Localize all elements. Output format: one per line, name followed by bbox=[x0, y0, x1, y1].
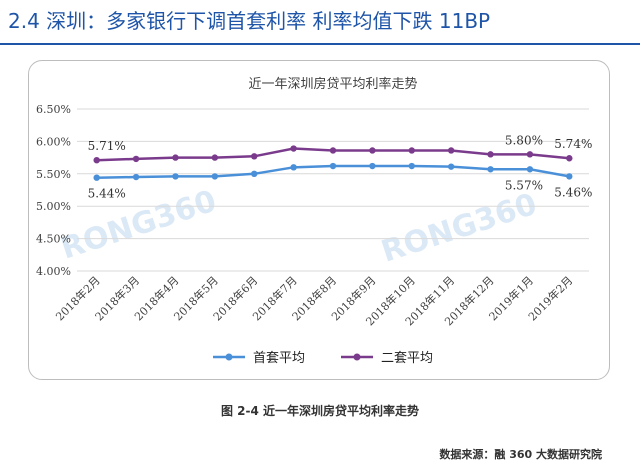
y-tick-label: 5.00% bbox=[36, 200, 71, 213]
data-point bbox=[93, 174, 100, 181]
y-tick-label: 5.50% bbox=[36, 168, 71, 181]
data-point bbox=[172, 173, 179, 180]
chart-title: 近一年深圳房贷平均利率走势 bbox=[248, 76, 417, 92]
data-label: 5.80% bbox=[505, 133, 543, 147]
data-label: 5.74% bbox=[554, 137, 592, 151]
data-source: 数据来源：融 360 大数据研究院 bbox=[439, 448, 602, 461]
figure-caption: 图 2-4 近一年深圳房贷平均利率走势 bbox=[220, 404, 420, 418]
legend-swatch-marker bbox=[353, 353, 361, 361]
data-label: 5.44% bbox=[88, 187, 126, 201]
data-point bbox=[447, 163, 455, 170]
chart-container: RONG360 RONG360 近一年深圳房贷平均利率走势 4.00% 4.50% 5.0… bbox=[28, 60, 610, 380]
data-point bbox=[487, 151, 494, 158]
data-point bbox=[526, 166, 534, 173]
y-tick-label: 4.50% bbox=[36, 233, 71, 246]
data-point bbox=[526, 151, 534, 158]
y-tick-label: 6.50% bbox=[36, 103, 71, 116]
data-point bbox=[369, 147, 376, 154]
data-point bbox=[566, 173, 573, 180]
data-point bbox=[487, 166, 494, 173]
heading-divider bbox=[0, 43, 640, 45]
data-point bbox=[211, 173, 219, 180]
line-chart: RONG360 RONG360 近一年深圳房贷平均利率走势 4.00% 4.50% 5.0… bbox=[36, 76, 592, 366]
data-point bbox=[329, 162, 337, 170]
data-point bbox=[408, 162, 415, 170]
data-point bbox=[369, 162, 376, 170]
data-label: 5.71% bbox=[88, 139, 126, 153]
data-point bbox=[408, 147, 415, 154]
data-point bbox=[172, 154, 179, 161]
data-point bbox=[132, 155, 140, 163]
y-tick-label: 6.00% bbox=[36, 135, 71, 148]
legend-label: 首套平均 bbox=[253, 350, 305, 366]
data-point bbox=[290, 145, 297, 152]
watermark-right: RONG360 bbox=[377, 187, 541, 270]
data-point bbox=[251, 170, 258, 177]
data-point bbox=[290, 164, 297, 171]
data-point bbox=[447, 147, 455, 154]
data-point bbox=[132, 173, 140, 181]
data-label: 5.57% bbox=[505, 178, 543, 192]
watermark-left: RONG360 bbox=[57, 184, 221, 267]
data-point bbox=[93, 156, 100, 164]
data-point bbox=[329, 147, 337, 154]
legend-swatch-marker bbox=[225, 353, 233, 361]
y-tick-label: 4.00% bbox=[36, 265, 71, 278]
data-point bbox=[211, 154, 219, 161]
data-point bbox=[251, 153, 258, 160]
legend-label: 二套平均 bbox=[381, 350, 433, 366]
section-heading: 2.4 深圳：多家银行下调首套利率 利率均值下跌 11BP bbox=[8, 9, 491, 33]
data-label: 5.46% bbox=[554, 185, 592, 199]
data-point bbox=[566, 155, 573, 162]
